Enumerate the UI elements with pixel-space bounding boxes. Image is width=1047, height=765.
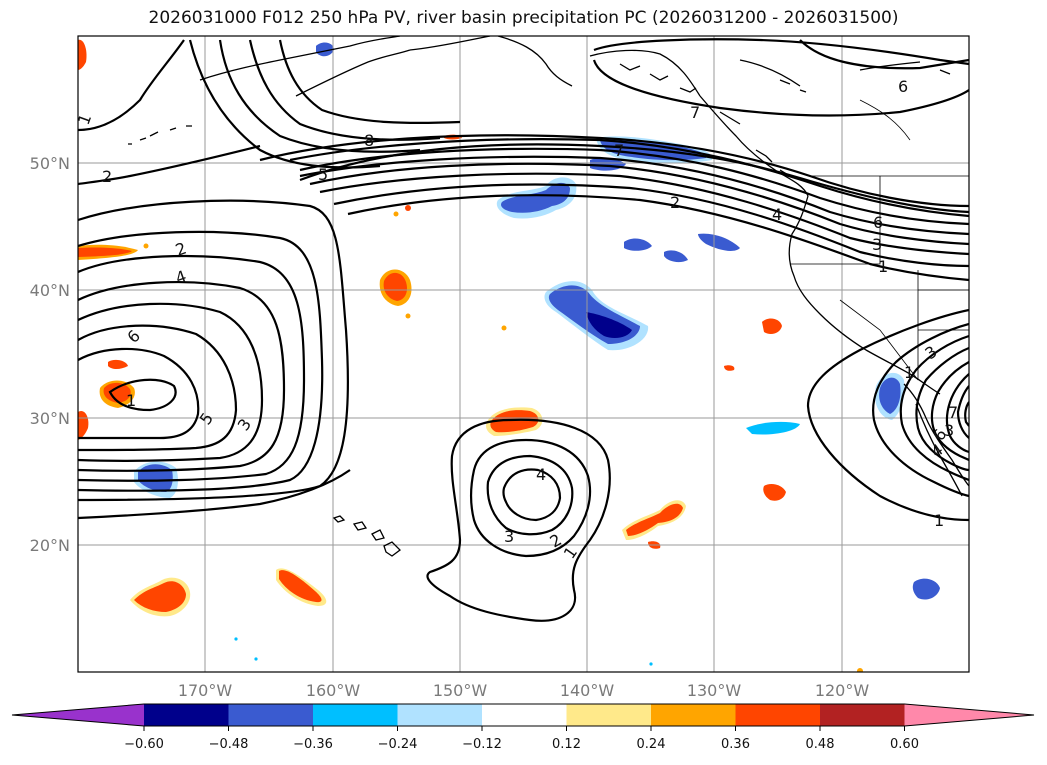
contour-label: 2 <box>102 167 112 186</box>
latitude-labels: 20°N 30°N 40°N 50°N <box>30 154 70 555</box>
graticule <box>78 36 969 672</box>
colorbar-tick-label: −0.48 <box>209 737 249 752</box>
contour-label: 4 <box>173 266 189 287</box>
colorbar-segment <box>735 704 820 726</box>
colorbar-extend-min <box>12 704 144 726</box>
colorbar-tick-label: 0.24 <box>637 737 666 752</box>
contour-label: 3 <box>504 527 514 546</box>
contour-label: 7 <box>948 403 958 422</box>
contour-label: 1 <box>904 363 914 382</box>
colorbar-tick-label: −0.24 <box>378 737 418 752</box>
colorbar-tick-label: −0.60 <box>124 737 164 752</box>
colorbar-tick-label: 0.36 <box>721 737 750 752</box>
contour-label: 3 <box>872 235 882 254</box>
colorbar-segment <box>313 704 398 726</box>
map-frame <box>77 35 970 673</box>
contour-label: 3 <box>944 421 954 440</box>
contour-label: 1 <box>934 511 944 530</box>
lon-label-160w: 160°W <box>306 681 361 700</box>
colorbar-tick-label: −0.12 <box>462 737 502 752</box>
contour-label: 5 <box>196 409 217 428</box>
lat-label-50n: 50°N <box>30 154 70 173</box>
contour-label: 5 <box>318 165 328 184</box>
colorbar-segment <box>228 704 313 726</box>
lon-label-150w: 150°W <box>433 681 488 700</box>
colorbar-segment <box>482 704 567 726</box>
contour-label: 4 <box>536 465 546 484</box>
colorbar-segment <box>144 704 229 726</box>
colorbar-tick-label: 0.12 <box>552 737 581 752</box>
colorbar-tick-label: −0.36 <box>293 737 333 752</box>
map-title: 2026031000 F012 250 hPa PV, river basin … <box>148 8 899 28</box>
colorbar: −0.60 −0.48 −0.36 −0.24 −0.12 0.12 0.24 … <box>11 703 1035 752</box>
colorbar-tick-label: 0.48 <box>806 737 835 752</box>
contour-label: 6 <box>123 326 144 347</box>
lat-label-30n: 30°N <box>30 409 70 428</box>
lon-label-120w: 120°W <box>815 681 870 700</box>
contour-label: 2 <box>670 193 680 212</box>
colorbar-tick-label: 0.60 <box>890 737 919 752</box>
political-borders <box>790 99 969 381</box>
contour-label: 1 <box>74 111 95 127</box>
positive-precip-blobs <box>78 39 863 672</box>
contour-label: 6 <box>898 77 908 96</box>
contour-label: 8 <box>364 131 374 150</box>
lon-label-130w: 130°W <box>687 681 742 700</box>
pv-contours <box>78 38 969 622</box>
lat-label-40n: 40°N <box>30 281 70 300</box>
lat-label-20n: 20°N <box>30 536 70 555</box>
contour-label: 4 <box>772 205 782 224</box>
contour-label: 1 <box>878 257 888 276</box>
contour-label: 7 <box>614 141 624 160</box>
colorbar-extend-max <box>904 704 1034 726</box>
contour-label: 1 <box>126 391 136 410</box>
lon-label-170w: 170°W <box>178 681 233 700</box>
contour-label: 7 <box>690 103 700 122</box>
colorbar-segment <box>820 704 905 726</box>
lon-label-140w: 140°W <box>560 681 615 700</box>
longitude-labels: 170°W 160°W 150°W 140°W 130°W 120°W <box>178 681 870 700</box>
colorbar-segment <box>397 704 482 726</box>
colorbar-ticks <box>143 726 905 731</box>
colorbar-segment <box>651 704 736 726</box>
colorbar-segment <box>566 704 651 726</box>
contour-label: 6 <box>873 213 883 232</box>
